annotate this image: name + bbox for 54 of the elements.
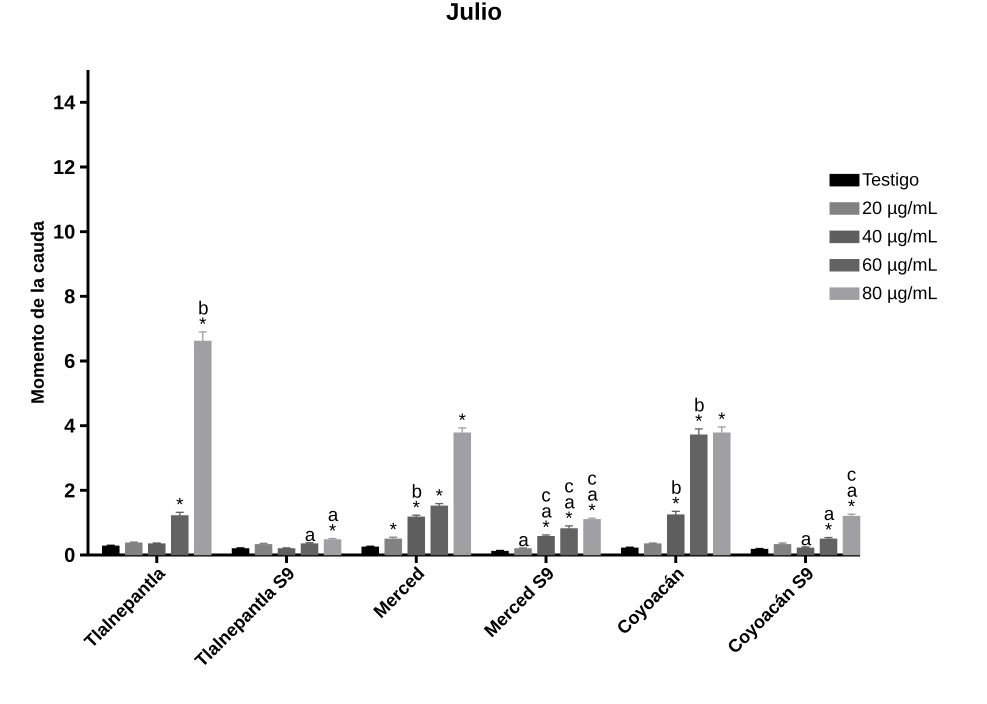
bar [254, 544, 272, 556]
bar [408, 516, 426, 556]
y-tick-label: 4 [64, 418, 76, 433]
legend-label: 40 µg/mL [862, 229, 937, 246]
bar [125, 542, 143, 556]
bar [842, 516, 860, 556]
legend-label: 80 µg/mL [862, 286, 937, 303]
data-label: b * [672, 480, 681, 504]
legend-label: Testigo [862, 172, 918, 190]
data-label: * [718, 412, 726, 420]
data-label: a * [824, 510, 834, 530]
data-label: b * [412, 484, 422, 508]
y-tick-label: 10 [54, 224, 74, 239]
bar [667, 514, 685, 556]
data-label: b * [199, 300, 208, 324]
data-label: a * [328, 510, 338, 531]
y-tick-label: 0 [64, 548, 74, 562]
bar [560, 528, 578, 556]
bar [324, 539, 342, 556]
bar [537, 536, 555, 556]
bar [454, 432, 472, 556]
bar [430, 506, 448, 556]
data-label: * [176, 498, 184, 504]
data-label: c a * [588, 474, 598, 510]
y-tick-label: 12 [54, 160, 74, 174]
bar [384, 538, 402, 556]
bar [514, 548, 532, 556]
data-label: c a * [565, 482, 575, 518]
y-axis-title: Momento de la cauda [30, 220, 44, 403]
bar [820, 538, 838, 556]
y-tick-label: 14 [54, 95, 76, 110]
bar [583, 519, 601, 556]
bar [148, 543, 166, 556]
bar [644, 543, 662, 556]
bar [278, 548, 296, 556]
bar [300, 543, 318, 556]
bar [796, 548, 814, 556]
data-label: a [519, 536, 529, 546]
y-tick-label: 2 [64, 483, 74, 498]
data-label: c a * [542, 491, 552, 528]
bar [171, 515, 189, 556]
y-tick-label: 8 [64, 289, 75, 304]
bar [774, 544, 792, 556]
data-label: c a * [848, 470, 858, 506]
data-label: a [306, 530, 316, 542]
data-label: * [390, 522, 397, 530]
chart-title: Julio [446, 2, 502, 20]
data-label: * [458, 413, 466, 420]
data-label: b * [695, 398, 704, 422]
y-tick-label: 6 [64, 354, 75, 368]
legend-label: 60 µg/mL [862, 258, 937, 275]
data-label: a [802, 535, 812, 546]
legend-label: 20 µg/mL [862, 200, 937, 218]
data-label: * [436, 489, 443, 496]
